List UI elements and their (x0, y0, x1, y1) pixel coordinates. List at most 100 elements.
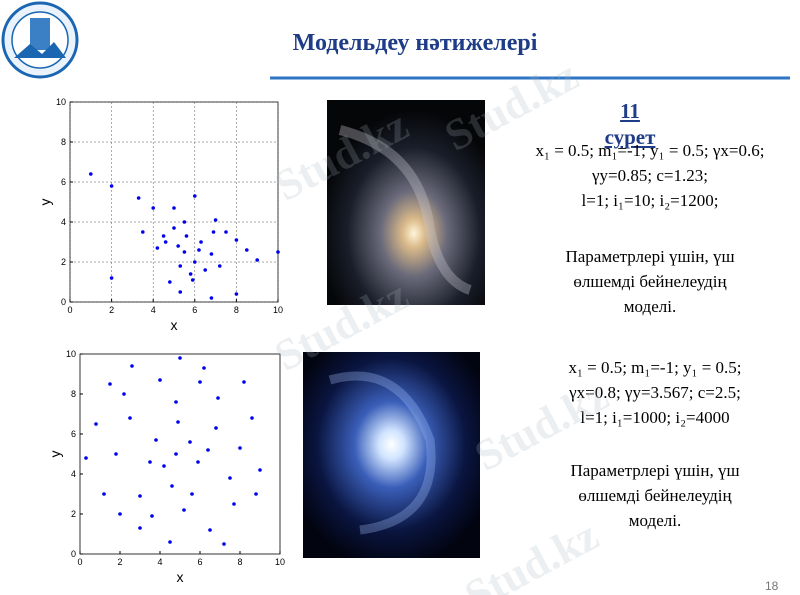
point (114, 452, 118, 456)
point (178, 290, 183, 294)
point (108, 382, 112, 386)
point (184, 234, 189, 238)
params-line: x₁ = 0.5; m₁=-1; y₁ = 0.5; γx=0.6; (535, 141, 765, 160)
y-tick-label: 10 (66, 349, 76, 359)
params-line: γx=0.8; γy=3.567; c=2.5; (569, 383, 741, 402)
point (208, 528, 212, 532)
y-axis-label: y (47, 451, 63, 458)
point (84, 456, 88, 460)
point (172, 206, 176, 210)
y-tick-label: 0 (71, 549, 76, 559)
x-tick-label: 4 (151, 305, 156, 315)
point (224, 230, 228, 234)
galaxy-image (327, 100, 485, 305)
point (155, 246, 160, 250)
point (188, 272, 193, 276)
point (203, 268, 207, 272)
point (238, 446, 242, 450)
point (178, 356, 182, 360)
x-tick-label: 0 (77, 557, 82, 567)
point (209, 252, 214, 256)
point (197, 248, 201, 252)
y-tick-label: 0 (61, 297, 66, 307)
galaxy-image (303, 352, 480, 558)
params-line: l=1; i₁=10; i₂=1200; (581, 191, 719, 210)
point (188, 440, 192, 444)
description-line: моделі. (623, 297, 677, 316)
point (174, 452, 178, 456)
params-line: l=1; i₁=1000; i₂=4000 (580, 408, 730, 427)
description-line: Параметрлері үшін, үш (565, 247, 735, 266)
description-line: моделі. (628, 511, 682, 530)
point (199, 240, 203, 244)
caption-description: Параметрлері үшін, үш өлшемді бейнелеудің… (500, 244, 800, 319)
point (182, 220, 187, 224)
point (161, 234, 166, 238)
point (258, 468, 262, 472)
point (232, 502, 236, 506)
description-line: Параметрлері үшін, үш (570, 461, 740, 480)
description-line: өлшемді бейнелеудің (578, 486, 732, 505)
point (94, 422, 98, 426)
x-tick-label: 4 (157, 557, 162, 567)
y-tick-label: 6 (71, 429, 76, 439)
point (206, 448, 210, 452)
slide-title: Модельдеу нәтижелері (293, 30, 538, 56)
point (176, 244, 180, 248)
point (211, 230, 216, 234)
point (222, 542, 226, 546)
x-tick-label: 10 (273, 305, 283, 315)
x-tick-label: 2 (109, 305, 114, 315)
point (118, 512, 122, 516)
point (138, 494, 142, 498)
x-tick-label: 10 (275, 557, 285, 567)
point (193, 194, 197, 198)
point (162, 464, 166, 468)
point (174, 400, 178, 404)
point (122, 392, 126, 396)
params-line: γy=0.85; c=1.23; (592, 166, 708, 185)
point (148, 460, 152, 464)
plot-area (79, 353, 281, 555)
point (109, 276, 114, 280)
scatter-plot: 0 2 4 6 8 10 0 2 4 6 8 10 x y (37, 97, 283, 333)
point (170, 484, 174, 488)
point (141, 230, 145, 234)
point (151, 206, 155, 210)
x-axis-label: x (171, 317, 178, 333)
point (109, 184, 114, 188)
point (130, 364, 134, 368)
point (217, 264, 222, 268)
x-tick-label: 0 (67, 305, 72, 315)
point (198, 380, 202, 384)
point (182, 508, 186, 512)
point (216, 396, 220, 400)
y-tick-label: 8 (61, 137, 66, 147)
point (228, 476, 232, 480)
point (168, 280, 172, 284)
point (168, 540, 172, 544)
x-tick-label: 6 (192, 305, 197, 315)
point (182, 250, 187, 254)
point (193, 260, 197, 264)
point (102, 492, 106, 496)
y-axis-label: y (37, 199, 53, 206)
point (276, 250, 280, 254)
y-tick-label: 2 (61, 257, 66, 267)
x-tick-label: 6 (197, 557, 202, 567)
point (172, 226, 176, 230)
caption-params: x₁ = 0.5; m₁=-1; y₁ = 0.5; γx=0.6; γy=0.8… (500, 138, 800, 213)
x-tick-label: 8 (237, 557, 242, 567)
y-tick-label: 6 (61, 177, 66, 187)
point (213, 218, 218, 222)
point (176, 420, 180, 424)
point (254, 492, 258, 496)
y-tick-label: 10 (56, 97, 66, 107)
description-line: өлшемді бейнелеудің (573, 272, 727, 291)
point (202, 366, 206, 370)
logo (1, 1, 79, 79)
y-tick-label: 4 (61, 217, 66, 227)
page-number: 18 (765, 579, 779, 593)
point (255, 258, 259, 262)
caption-params: x₁ = 0.5; m₁=-1; y₁ = 0.5; γx=0.8; γy=3.5… (505, 355, 800, 430)
